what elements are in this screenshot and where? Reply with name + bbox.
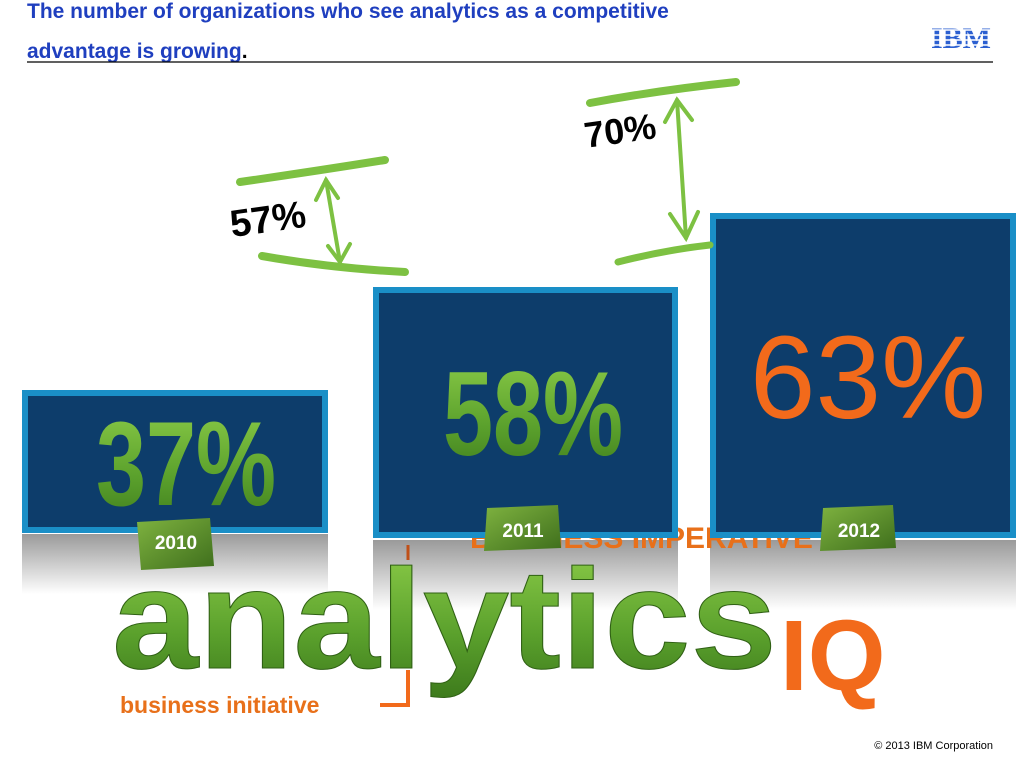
year-tag bbox=[484, 505, 561, 551]
tagline: business initiative bbox=[120, 692, 319, 718]
brand-word: analytics bbox=[112, 540, 777, 699]
year-label: 2010 bbox=[155, 533, 197, 554]
title: advantage is growing. bbox=[27, 40, 248, 63]
title-part: . bbox=[242, 40, 248, 63]
box-value: 37% bbox=[96, 398, 276, 532]
bracket bbox=[380, 670, 410, 707]
callout-arrows bbox=[236, 78, 740, 276]
box bbox=[710, 213, 1016, 538]
year-tag bbox=[137, 518, 214, 570]
box bbox=[373, 287, 678, 538]
box-value: 58% bbox=[443, 348, 623, 482]
reflection bbox=[373, 540, 678, 610]
year-tag bbox=[820, 505, 896, 551]
logo: IBM bbox=[931, 22, 991, 55]
year-label: 2012 bbox=[838, 521, 880, 542]
logo-stripes bbox=[925, 29, 998, 46]
title: The number of organizations who see anal… bbox=[27, 0, 669, 23]
brand-suffix: IQ bbox=[780, 600, 886, 712]
box-value: 63% bbox=[750, 312, 986, 444]
year-label: 2011 bbox=[502, 521, 544, 542]
callout-label: 57% bbox=[227, 194, 308, 246]
footer: © 2013 IBM Corporation bbox=[874, 740, 993, 752]
title-part: advantage is growing bbox=[27, 40, 242, 63]
callout-label: 70% bbox=[582, 105, 659, 156]
reflection bbox=[710, 540, 1016, 610]
